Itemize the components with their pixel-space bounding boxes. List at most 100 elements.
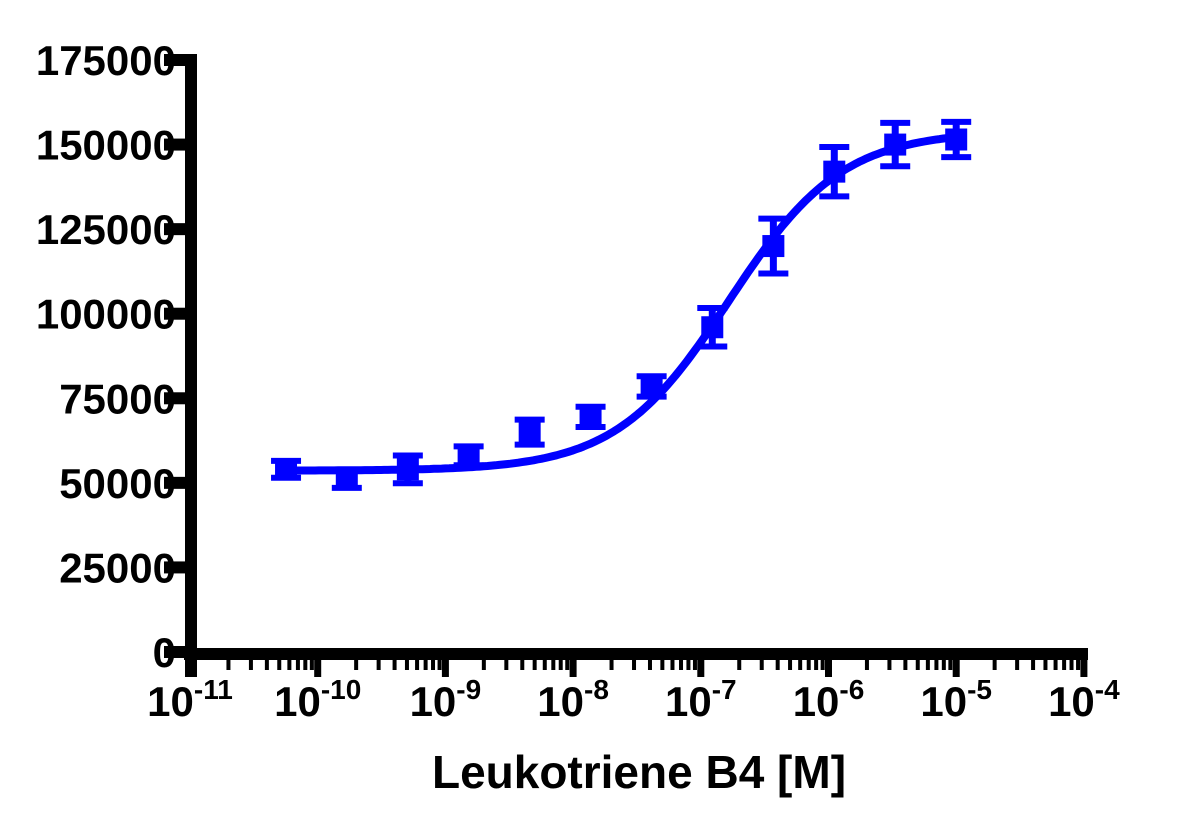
y-tick-label: 25000 — [59, 544, 176, 591]
x-minor-tick — [558, 658, 563, 670]
y-tick — [164, 138, 185, 151]
y-axis: 0 25000 50000 75000 100000 125000 150000 175000 — [36, 37, 197, 677]
y-tick — [164, 646, 185, 658]
x-minor-tick — [1076, 658, 1081, 670]
data-point — [335, 468, 358, 491]
x-tick-label: 10-6 — [793, 674, 865, 725]
x-minor-tick — [679, 658, 684, 670]
y-tick — [164, 307, 185, 320]
data-point — [579, 405, 602, 428]
x-minor-tick — [1053, 658, 1058, 670]
y-axis-line — [185, 54, 197, 677]
x-major-tick — [825, 658, 832, 677]
x-minor-tick — [609, 658, 614, 670]
y-tick — [164, 476, 185, 489]
x-minor-tick — [1069, 658, 1074, 670]
x-minor-tick — [941, 658, 946, 670]
y-tick-label: 150000 — [36, 122, 176, 169]
fit-curve-line — [280, 132, 967, 475]
x-minor-tick — [992, 658, 997, 670]
x-major-tick — [952, 658, 960, 677]
x-minor-tick — [376, 658, 381, 670]
data-point — [823, 160, 846, 183]
x-axis-line — [184, 648, 1088, 660]
x-major-tick — [569, 658, 577, 677]
x-minor-tick — [775, 658, 780, 670]
x-minor-tick — [287, 658, 292, 670]
x-tick-label: 10-5 — [920, 674, 992, 725]
y-tick — [164, 223, 185, 236]
x-tick-label: 10-10 — [274, 674, 361, 725]
x-minor-tick — [948, 658, 953, 670]
x-minor-tick — [303, 658, 308, 670]
x-minor-tick — [934, 658, 939, 670]
x-minor-tick — [1015, 658, 1020, 670]
x-minor-tick — [887, 658, 892, 670]
x-tick-label: 10-8 — [537, 674, 609, 725]
x-minor-tick — [737, 658, 742, 670]
x-minor-tick — [423, 658, 428, 670]
x-major-tick — [186, 658, 194, 677]
data-point — [640, 375, 663, 398]
x-major-tick — [441, 658, 449, 677]
x-minor-tick — [542, 658, 547, 670]
data-point — [396, 458, 419, 481]
x-axis: 10-11 10-10 10-9 10-8 10-7 10-6 10-5 10-4 — [147, 648, 1120, 725]
x-minor-tick — [814, 658, 819, 670]
x-minor-tick — [660, 658, 665, 670]
y-tick — [164, 392, 185, 405]
fit-curve — [280, 132, 967, 475]
x-minor-tick — [864, 658, 869, 670]
data-point — [945, 128, 968, 151]
x-minor-tick — [647, 658, 652, 670]
x-minor-tick — [532, 658, 537, 670]
y-tick-label: 100000 — [36, 291, 176, 338]
y-tick — [164, 561, 185, 574]
data-point — [518, 421, 541, 444]
x-minor-tick — [1043, 658, 1048, 670]
x-minor-tick — [415, 658, 420, 670]
x-minor-tick — [404, 658, 409, 670]
data-point — [884, 133, 907, 156]
x-minor-tick — [670, 658, 675, 670]
x-minor-tick — [295, 658, 300, 670]
x-minor-tick — [788, 658, 793, 670]
x-tick-label: 10-7 — [665, 674, 737, 725]
x-minor-tick — [925, 658, 930, 670]
data-point — [762, 235, 785, 258]
data-point — [701, 316, 724, 339]
x-minor-tick — [565, 658, 570, 670]
x-minor-tick — [226, 658, 231, 670]
x-minor-tick — [551, 658, 556, 670]
x-minor-tick — [915, 658, 920, 670]
y-tick-label: 75000 — [59, 375, 176, 422]
x-minor-tick — [798, 658, 803, 670]
data-point — [275, 458, 298, 481]
data-point — [457, 444, 480, 467]
x-minor-tick — [1031, 658, 1036, 670]
x-minor-tick — [820, 658, 825, 670]
y-tick — [164, 54, 185, 66]
x-minor-tick — [354, 658, 359, 670]
x-minor-tick — [1062, 658, 1067, 670]
x-major-tick — [697, 658, 705, 677]
x-minor-tick — [806, 658, 811, 670]
x-tick-label: 10-4 — [1048, 674, 1120, 725]
x-axis-title: Leukotriene B4 [M] — [431, 746, 847, 798]
x-minor-tick — [264, 658, 269, 670]
x-major-tick — [1080, 658, 1088, 677]
x-minor-tick — [692, 658, 697, 670]
x-minor-tick — [481, 658, 486, 670]
x-tick-label: 10-9 — [410, 674, 482, 725]
y-tick-label: 0 — [153, 629, 176, 676]
y-tick-label: 125000 — [36, 206, 176, 253]
x-minor-tick — [759, 658, 764, 670]
y-tick-label: 175000 — [36, 37, 176, 84]
x-minor-tick — [392, 658, 397, 670]
x-minor-tick — [686, 658, 691, 670]
x-minor-tick — [248, 658, 253, 670]
y-tick-label: 50000 — [59, 460, 176, 507]
data-series — [271, 118, 972, 491]
